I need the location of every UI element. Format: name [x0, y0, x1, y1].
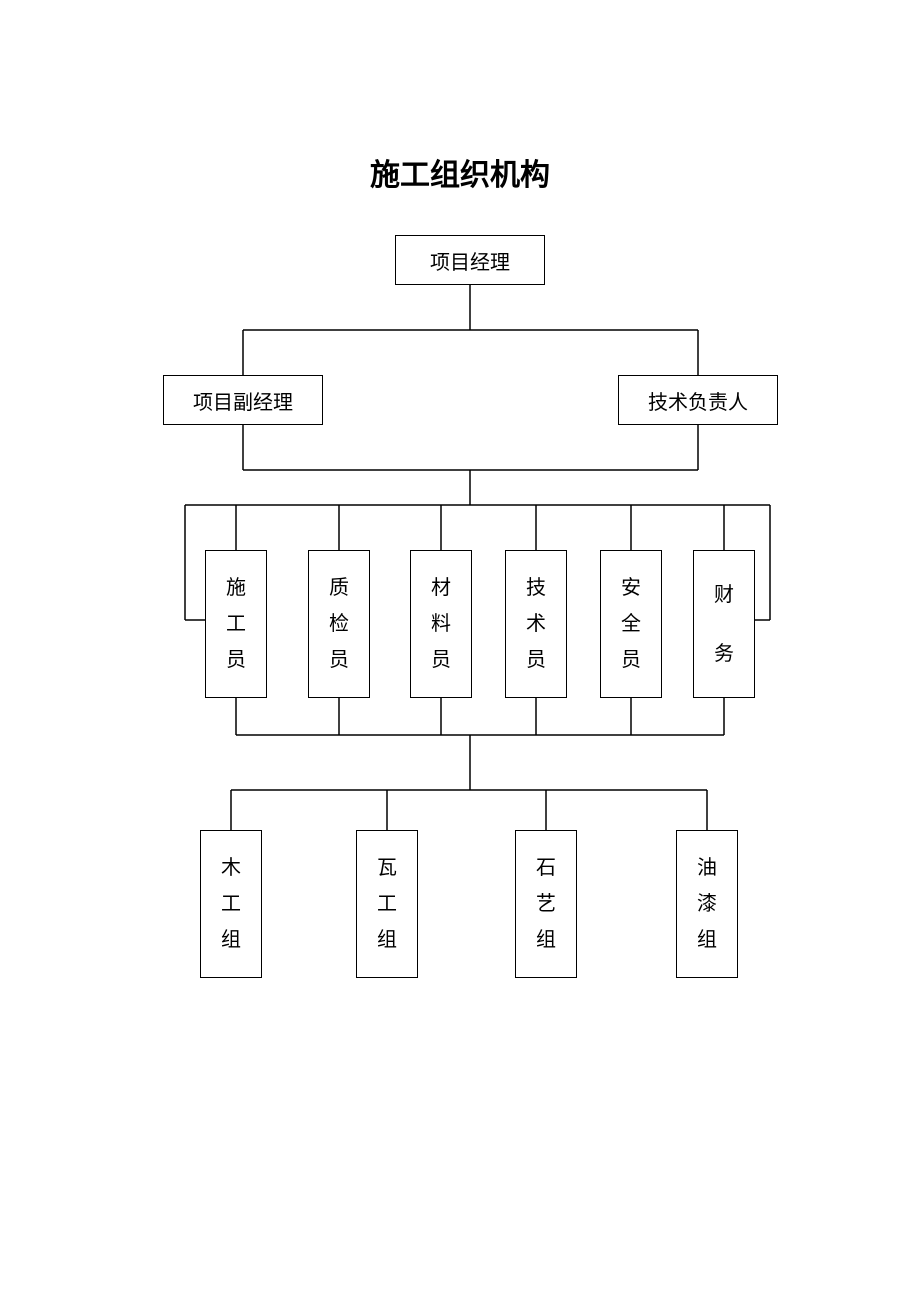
org-node-char: 务: [714, 636, 734, 672]
org-node-char: 漆: [697, 886, 717, 922]
org-node-l2b: 技术负责人: [618, 375, 778, 425]
org-node-l3_4: 安全员: [600, 550, 662, 698]
org-node-char: 员: [621, 642, 641, 678]
org-node-char: 员: [526, 642, 546, 678]
org-node-char: 料: [431, 606, 451, 642]
org-node-l3_2: 材料员: [410, 550, 472, 698]
org-node-char: 组: [536, 922, 556, 958]
org-node-char: 施: [226, 570, 246, 606]
org-node-l4_3: 油漆组: [676, 830, 738, 978]
org-node-char: 工: [221, 886, 241, 922]
org-node-char: 质: [329, 570, 349, 606]
org-node-char: 安: [621, 570, 641, 606]
org-node-char: 员: [431, 642, 451, 678]
org-node-root: 项目经理: [395, 235, 545, 285]
org-node-l3_3: 技术员: [505, 550, 567, 698]
chart-title: 施工组织机构: [0, 150, 920, 194]
org-node-char: 油: [697, 850, 717, 886]
org-node-l3_1: 质检员: [308, 550, 370, 698]
org-node-char: 组: [377, 922, 397, 958]
org-node-l2a: 项目副经理: [163, 375, 323, 425]
org-node-char: 瓦: [377, 850, 397, 886]
org-node-char: 员: [329, 642, 349, 678]
org-node-l4_2: 石艺组: [515, 830, 577, 978]
org-node-char: 员: [226, 642, 246, 678]
org-node-l4_1: 瓦工组: [356, 830, 418, 978]
org-node-char: 艺: [536, 886, 556, 922]
org-node-l4_0: 木工组: [200, 830, 262, 978]
org-node-char: 技: [526, 570, 546, 606]
org-node-l3_5: 财务: [693, 550, 755, 698]
org-node-char: 全: [621, 606, 641, 642]
org-node-char: 石: [536, 850, 556, 886]
org-node-char: 财: [714, 577, 734, 613]
org-node-l3_0: 施工员: [205, 550, 267, 698]
org-node-char: 工: [226, 606, 246, 642]
org-node-char: 工: [377, 886, 397, 922]
org-node-char: 检: [329, 606, 349, 642]
org-node-char: 术: [526, 606, 546, 642]
org-node-char: 组: [697, 922, 717, 958]
org-node-char: 材: [431, 570, 451, 606]
org-node-char: 木: [221, 850, 241, 886]
org-node-char: 组: [221, 922, 241, 958]
